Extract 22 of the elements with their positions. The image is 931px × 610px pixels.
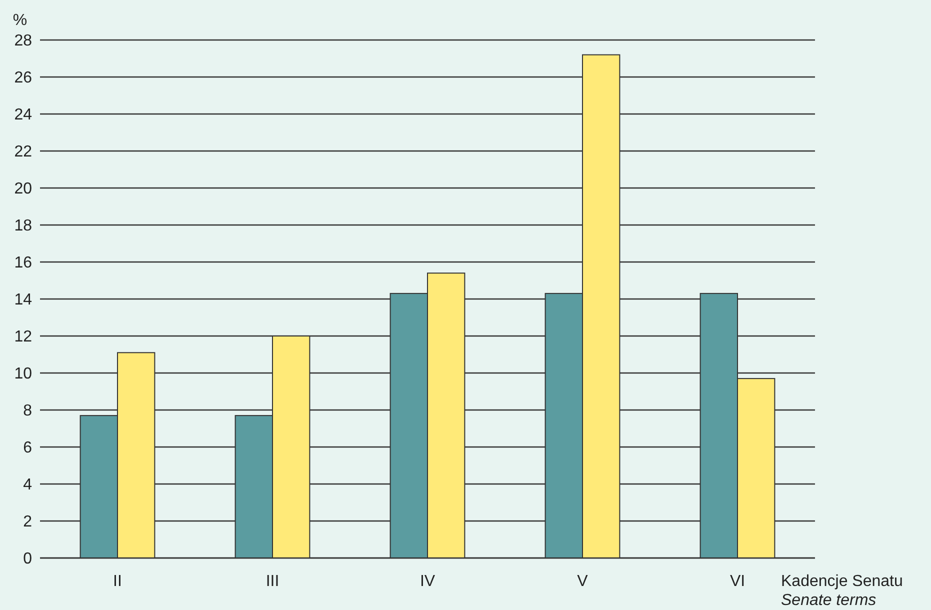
x-axis-title: Kadencje Senatu Senate terms [781, 573, 903, 609]
y-tick-label: 26 [14, 70, 32, 87]
y-tick-label: 10 [14, 366, 32, 383]
y-tick-label: 28 [14, 32, 32, 50]
y-tick-label: 6 [23, 440, 32, 457]
x-tick-label: II [113, 573, 122, 590]
y-tick-label: 8 [23, 402, 32, 420]
y-tick-label: 22 [14, 144, 32, 161]
y-tick-label: 24 [14, 106, 32, 124]
y-tick-label: 12 [14, 328, 32, 346]
x-tick-label: III [266, 573, 280, 590]
y-tick-label: 0 [23, 550, 32, 568]
y-tick-label: 2 [23, 514, 32, 531]
y-tick-label: 4 [23, 476, 32, 494]
y-tick-label: 20 [14, 180, 32, 198]
x-tick-label: IV [420, 573, 436, 590]
x-tick-label: VI [730, 573, 746, 590]
y-tick-label: 14 [14, 292, 32, 309]
y-tick-label: 18 [14, 218, 32, 235]
y-axis-title: % [12, 12, 28, 29]
y-tick-label: 16 [14, 254, 32, 272]
x-tick-label: V [577, 573, 588, 590]
